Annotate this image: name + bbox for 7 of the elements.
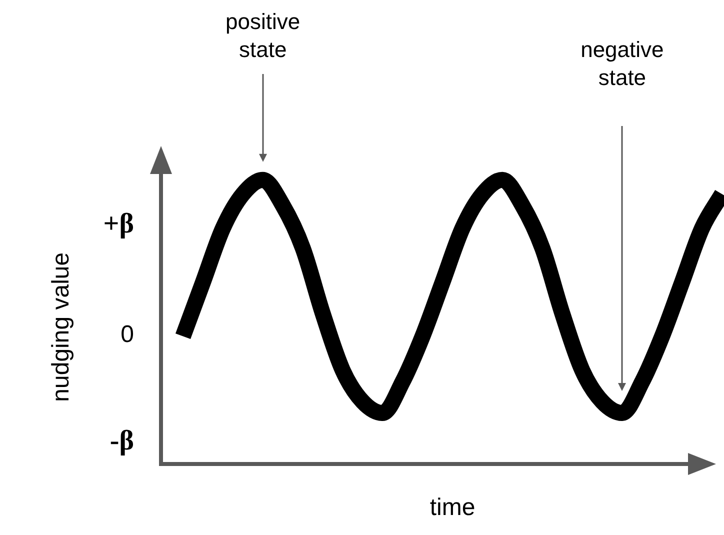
text: +β [103,208,134,240]
text: positive state [226,9,300,62]
x-axis-title: time [430,494,476,522]
text: -β [110,425,134,456]
y-axis-title: nudging value [48,252,75,402]
text: 0 [120,321,134,348]
text: negative state [580,37,664,90]
